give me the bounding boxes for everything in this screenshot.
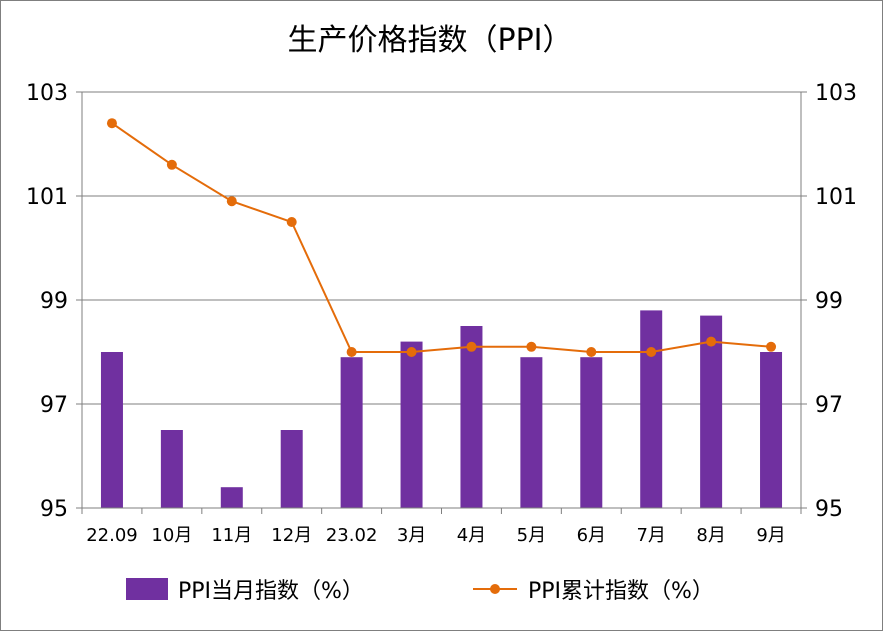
line-point	[346, 347, 357, 357]
line-point	[166, 159, 177, 170]
line-point	[406, 347, 417, 357]
x-tick-label: 6月	[577, 525, 606, 546]
x-tick-label: 22.09	[86, 525, 138, 546]
legend-line-label: PPI累计指数（%）	[528, 579, 714, 604]
legend-bar-label: PPI当月指数（%）	[178, 579, 364, 604]
y-tick-label-left: 103	[26, 81, 68, 106]
y-tick-label-right: 99	[815, 289, 843, 314]
x-tick-label: 5月	[517, 525, 546, 546]
x-tick-label: 3月	[397, 525, 426, 546]
line-series	[106, 118, 777, 357]
line-point	[586, 347, 597, 357]
bar	[400, 341, 423, 508]
legend: PPI当月指数（%） PPI累计指数（%）	[126, 578, 714, 604]
bar	[640, 310, 663, 508]
legend-bar-swatch	[126, 578, 168, 600]
line-point	[646, 347, 657, 357]
x-tick-label: 12月	[271, 525, 312, 546]
y-tick-label-left: 101	[26, 185, 68, 210]
bar	[460, 326, 483, 508]
legend-line-marker	[490, 584, 500, 594]
line-point	[226, 196, 237, 207]
line-point	[286, 217, 297, 227]
line-point	[766, 341, 777, 352]
bar	[520, 357, 543, 508]
y-tick-label-right: 103	[815, 81, 857, 106]
bar	[280, 430, 303, 508]
y-tick-label-right: 97	[815, 393, 843, 418]
line-point	[526, 341, 537, 352]
bar	[760, 352, 783, 508]
y-tick-label-right: 95	[815, 497, 843, 522]
x-tick-label: 7月	[636, 525, 665, 546]
x-tick-label: 10月	[151, 525, 192, 546]
gridlines	[82, 195, 801, 405]
x-tick-label: 23.02	[326, 525, 378, 546]
bar	[100, 352, 123, 508]
axes	[76, 91, 807, 514]
bar	[700, 315, 723, 508]
tick-labels: 95 97 99 101 103 95 97 99 101 103 22.09 10月 11月 12月 23…	[26, 81, 857, 546]
line-point	[106, 118, 117, 129]
x-tick-label: 11月	[211, 525, 252, 546]
y-tick-label-left: 97	[40, 393, 68, 418]
line-point	[466, 341, 477, 352]
y-tick-label-right: 101	[815, 185, 857, 210]
x-tick-label: 9月	[756, 525, 785, 546]
bar	[580, 357, 603, 508]
x-tick-label: 4月	[457, 525, 486, 546]
bar-series	[100, 310, 783, 508]
bar	[220, 487, 243, 508]
x-tick-label: 8月	[696, 525, 725, 546]
y-tick-label-left: 99	[40, 289, 68, 314]
chart-title: 生产价格指数（PPI）	[287, 23, 572, 58]
bar	[340, 357, 363, 508]
cumulative-line	[111, 122, 772, 353]
bar	[160, 430, 183, 508]
y-tick-label-left: 95	[40, 497, 68, 522]
line-point	[706, 336, 717, 347]
